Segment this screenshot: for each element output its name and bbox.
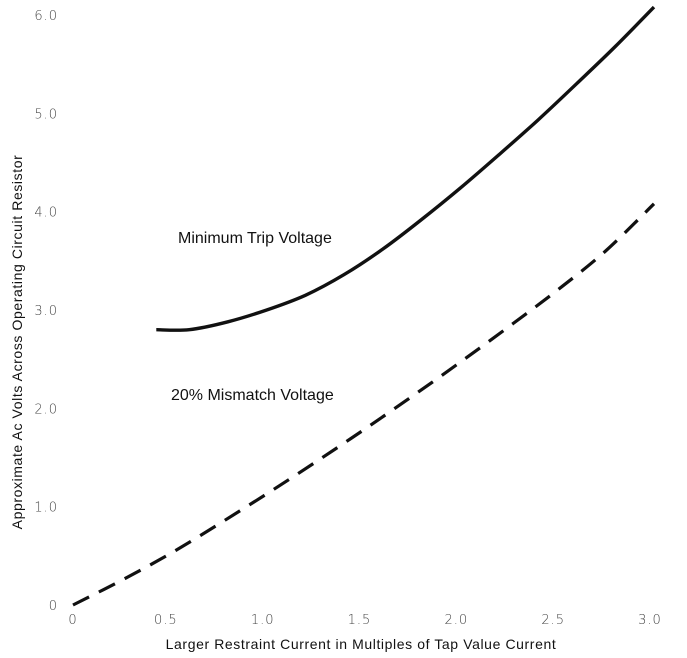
- y-tick-label: 4.0: [34, 206, 58, 221]
- x-tick-label: 2.0: [444, 613, 468, 628]
- y-tick-label: 3.0: [34, 304, 58, 319]
- y-tick-label: 2.0: [34, 402, 58, 417]
- y-tick-label: 0: [49, 599, 58, 614]
- series-lines: [72, 5, 656, 607]
- minimum-trip-voltage-line: [156, 5, 656, 332]
- x-axis-title: Larger Restraint Current in Multiples of…: [166, 636, 557, 652]
- y-tick-label: 6.0: [34, 9, 58, 24]
- x-tick-label: 3.0: [638, 613, 662, 628]
- y-axis-title: Approximate Ac Volts Across Operating Ci…: [9, 155, 25, 530]
- x-tick-label: 1.0: [251, 613, 275, 628]
- y-tick-label: 5.0: [34, 107, 58, 122]
- x-tick-label: 1.5: [348, 613, 372, 628]
- annotation-minimum-trip: Minimum Trip Voltage: [178, 230, 332, 247]
- y-tick-label: 1.0: [34, 501, 58, 516]
- tick-labels: 0 1.0 2.0 3.0 4.0 5.0 6.0 0 0.5 1.0 1.5 2.0 2.5 3.0: [34, 9, 662, 628]
- x-tick-label: 0: [68, 613, 77, 628]
- x-tick-label: 0.5: [154, 613, 178, 628]
- x-tick-label: 2.5: [541, 613, 565, 628]
- annotation-mismatch: 20% Mismatch Voltage: [171, 387, 334, 404]
